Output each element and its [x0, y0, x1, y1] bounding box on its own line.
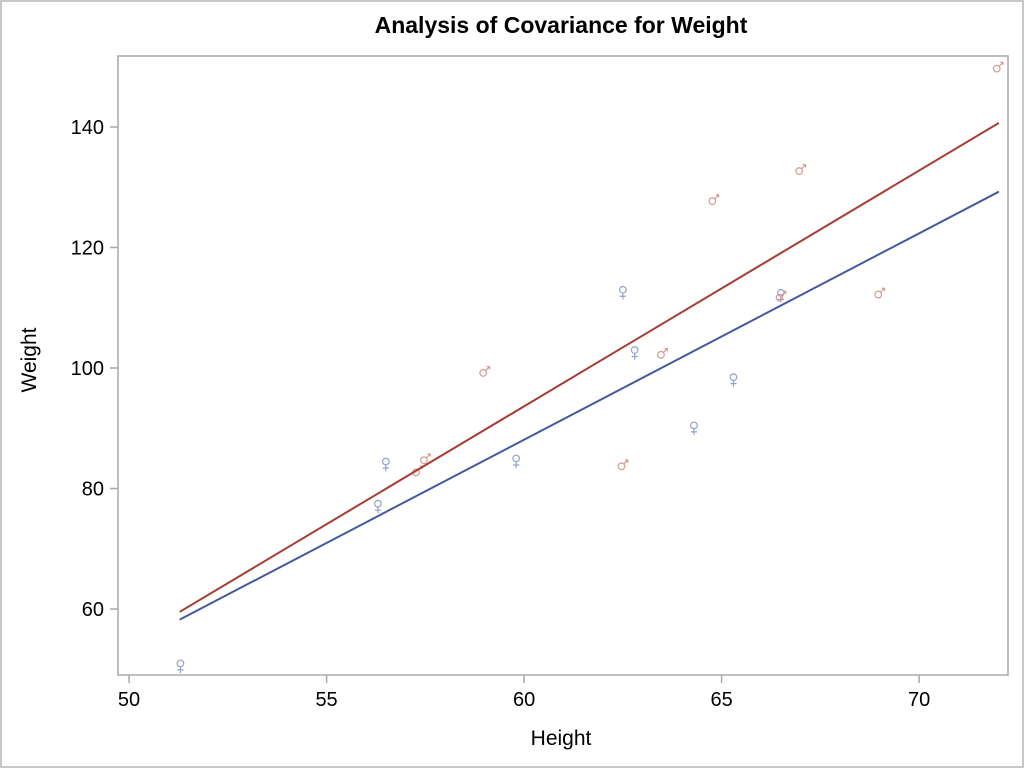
mars-symbol-icon: [795, 167, 804, 175]
data-point-female: [618, 285, 627, 300]
data-point-male: [420, 453, 431, 465]
x-axis-label: Height: [530, 727, 592, 750]
x-tick-label: 70: [908, 689, 930, 711]
x-tick-label: 60: [513, 689, 535, 711]
venus-symbol-icon: [381, 457, 390, 466]
data-point-female: [512, 454, 521, 469]
x-tick-label: 50: [118, 689, 140, 711]
x-tick-label: 55: [315, 689, 337, 711]
mars-symbol-icon: [801, 164, 807, 169]
data-point-female: [176, 659, 185, 674]
venus-symbol-icon: [374, 499, 382, 508]
mars-symbol-icon: [623, 459, 629, 465]
data-point-female: [374, 499, 382, 514]
y-axis-label: Weight: [18, 327, 41, 393]
mars-symbol-icon: [663, 347, 668, 353]
data-point-female: [729, 373, 738, 387]
fit-line-female: [179, 191, 1000, 621]
data-point-male: [479, 365, 491, 377]
mars-symbol-icon: [708, 197, 717, 206]
chart-title: Analysis of Covariance for Weight: [374, 12, 748, 38]
data-point-male: [992, 61, 1004, 73]
venus-symbol-icon: [374, 506, 382, 514]
data-point-male: [874, 287, 886, 299]
venus-symbol-icon: [177, 666, 184, 674]
venus-symbol-icon: [630, 346, 639, 354]
venus-symbol-icon: [176, 659, 185, 668]
venus-symbol-icon: [619, 293, 626, 300]
y-tick-label: 80: [82, 479, 104, 501]
fit-line-male: [179, 122, 1000, 613]
x-tick-label: 65: [710, 689, 732, 711]
mars-symbol-icon: [617, 462, 626, 471]
y-tick-label: 140: [71, 117, 104, 139]
mars-symbol-icon: [420, 456, 428, 465]
venus-symbol-icon: [631, 353, 638, 360]
data-point-male: [795, 164, 807, 175]
venus-symbol-icon: [382, 464, 389, 472]
venus-symbol-icon: [512, 454, 521, 463]
plot-frame: [117, 55, 1009, 676]
venus-symbol-icon: [618, 285, 627, 294]
venus-symbol-icon: [729, 373, 738, 382]
mars-symbol-icon: [880, 287, 886, 293]
venus-symbol-icon: [730, 380, 737, 387]
venus-symbol-icon: [690, 428, 698, 436]
data-point-female: [630, 346, 639, 360]
data-point-female: [381, 457, 390, 472]
mars-symbol-icon: [775, 293, 784, 302]
mars-symbol-icon: [998, 61, 1004, 67]
data-point-male: [708, 194, 720, 206]
data-point-male: [657, 347, 668, 359]
mars-symbol-icon: [426, 453, 431, 459]
mars-symbol-icon: [485, 365, 491, 371]
venus-symbol-icon: [690, 421, 698, 430]
mars-symbol-icon: [479, 369, 488, 377]
y-tick-label: 100: [71, 358, 104, 380]
venus-symbol-icon: [513, 461, 520, 469]
mars-symbol-icon: [657, 350, 665, 359]
mars-symbol-icon: [781, 290, 787, 296]
y-tick-label: 60: [82, 599, 104, 621]
data-point-female: [690, 421, 698, 436]
mars-symbol-icon: [874, 290, 883, 299]
data-point-male: [617, 459, 629, 471]
y-tick-label: 120: [71, 237, 104, 259]
data-point-male: [775, 290, 787, 302]
mars-symbol-icon: [714, 194, 720, 200]
mars-symbol-icon: [992, 64, 1001, 73]
